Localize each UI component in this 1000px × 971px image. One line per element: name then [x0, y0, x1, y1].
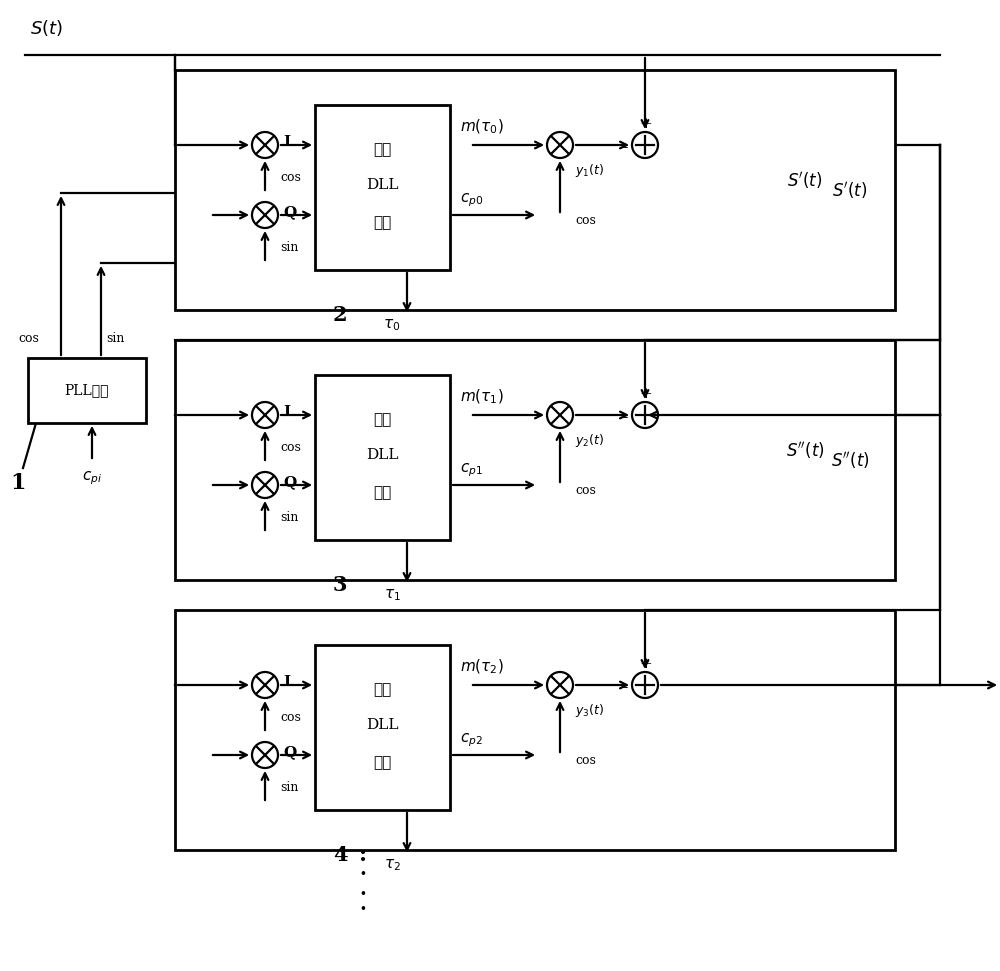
Text: $c_{p0}$: $c_{p0}$ [460, 191, 483, 209]
Text: 2: 2 [333, 305, 347, 325]
Text: $S'(t)$: $S'(t)$ [832, 180, 868, 200]
Circle shape [252, 472, 278, 498]
Text: PLL模块: PLL模块 [65, 383, 109, 397]
Text: $S(t)$: $S(t)$ [30, 18, 63, 38]
Text: +: + [640, 657, 652, 671]
Text: :: : [359, 844, 367, 866]
Text: I: I [283, 405, 290, 419]
Text: sin: sin [280, 781, 298, 793]
Text: 模块: 模块 [373, 486, 391, 500]
Text: cos: cos [575, 214, 596, 226]
Text: ·: · [359, 882, 367, 909]
Text: $m(\tau_2)$: $m(\tau_2)$ [460, 657, 504, 676]
Text: $\tau_0$: $\tau_0$ [383, 318, 401, 333]
Text: cos: cos [18, 331, 39, 345]
Text: -: - [621, 409, 627, 427]
Text: Q: Q [283, 745, 296, 759]
Text: $S''(t)$: $S''(t)$ [786, 440, 824, 460]
Text: $c_{pi}$: $c_{pi}$ [82, 469, 102, 486]
Text: I: I [283, 675, 290, 689]
Text: sin: sin [106, 331, 124, 345]
Bar [315, 645, 450, 810]
Circle shape [632, 402, 658, 428]
Circle shape [547, 402, 573, 428]
Text: Q: Q [283, 475, 296, 489]
Text: +: + [640, 387, 652, 401]
Text: $\tau_1$: $\tau_1$ [384, 587, 400, 603]
Circle shape [547, 672, 573, 698]
Text: cos: cos [280, 711, 301, 723]
Text: cos: cos [575, 753, 596, 766]
Bar [175, 340, 895, 580]
Text: sin: sin [280, 511, 298, 523]
Text: cos: cos [280, 171, 301, 184]
Text: $y_1(t)$: $y_1(t)$ [575, 161, 604, 179]
Circle shape [547, 132, 573, 158]
Circle shape [252, 202, 278, 228]
Text: -: - [621, 139, 627, 157]
Text: 模块: 模块 [373, 756, 391, 770]
Bar [175, 70, 895, 310]
Text: cos: cos [575, 484, 596, 496]
Circle shape [252, 132, 278, 158]
Text: 3: 3 [333, 575, 347, 595]
Text: 模块: 模块 [373, 216, 391, 230]
Text: ·: · [359, 861, 367, 888]
Text: $y_3(t)$: $y_3(t)$ [575, 701, 604, 719]
Text: 1: 1 [10, 472, 26, 494]
Text: $c_{p2}$: $c_{p2}$ [460, 731, 483, 749]
Text: 4: 4 [333, 845, 347, 865]
Text: 第二: 第二 [373, 413, 391, 427]
Text: $m(\tau_0)$: $m(\tau_0)$ [460, 117, 504, 136]
Text: 第一: 第一 [373, 143, 391, 157]
Bar [315, 375, 450, 540]
Text: +: + [640, 117, 652, 131]
Circle shape [252, 402, 278, 428]
Circle shape [632, 672, 658, 698]
Text: $S'(t)$: $S'(t)$ [787, 170, 823, 190]
Text: 第三: 第三 [373, 683, 391, 697]
Text: DLL: DLL [366, 178, 398, 192]
Text: I: I [283, 135, 290, 149]
Text: DLL: DLL [366, 718, 398, 732]
Text: DLL: DLL [366, 448, 398, 462]
Text: Q: Q [283, 205, 296, 219]
Text: $\tau_2$: $\tau_2$ [384, 857, 400, 873]
Circle shape [632, 132, 658, 158]
Text: cos: cos [280, 441, 301, 453]
Text: ·: · [359, 896, 367, 923]
Text: -: - [621, 679, 627, 697]
Bar [315, 105, 450, 270]
Circle shape [252, 672, 278, 698]
Circle shape [252, 742, 278, 768]
Text: $c_{p1}$: $c_{p1}$ [460, 461, 483, 479]
Bar [175, 610, 895, 850]
Text: $S''(t)$: $S''(t)$ [831, 450, 869, 471]
Text: $m(\tau_1)$: $m(\tau_1)$ [460, 387, 504, 406]
Text: sin: sin [280, 241, 298, 253]
Bar [28, 358, 146, 423]
Text: $y_2(t)$: $y_2(t)$ [575, 431, 604, 449]
